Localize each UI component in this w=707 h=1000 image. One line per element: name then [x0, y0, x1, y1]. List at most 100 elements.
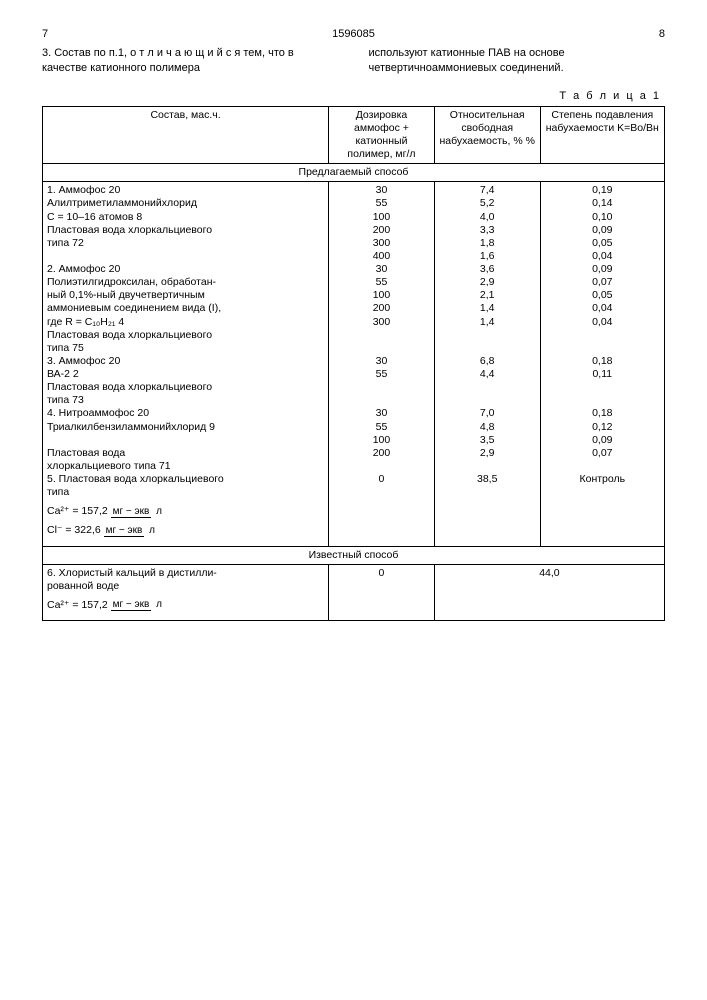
- fraction: мг − экв л: [111, 600, 164, 610]
- page-num-right: 8: [659, 28, 665, 40]
- comp-line: типа 75: [47, 342, 324, 355]
- num: 100: [333, 289, 430, 302]
- comp-line: где R = C₁₀H₂₁ 4: [47, 316, 324, 329]
- col-header-composition: Состав, мас.ч.: [43, 106, 329, 164]
- col-header-swelling: Относительная свободная набухаемость, % …: [434, 106, 540, 164]
- num: 100: [333, 211, 430, 224]
- formula-line: Ca²⁺ = 157,2 мг − экв л: [47, 599, 324, 612]
- ca-label: Ca²⁺ = 157,2: [47, 505, 108, 517]
- num: 4,8: [439, 421, 536, 434]
- num: 55: [333, 421, 430, 434]
- comp-line: хлоркальциевого типа 71: [47, 460, 324, 473]
- num: 0,04: [545, 250, 660, 263]
- num: 200: [333, 224, 430, 237]
- table-header-row: Состав, мас.ч. Дозировка аммофос + катио…: [43, 106, 665, 164]
- num: 4,4: [439, 368, 536, 381]
- comp-line: Пластовая вода: [47, 447, 324, 460]
- num: 3,3: [439, 224, 536, 237]
- table-label: Т а б л и ц а 1: [42, 90, 665, 102]
- num: 30: [333, 184, 430, 197]
- comp-line: Полиэтилгидроксилан, обработан-: [47, 276, 324, 289]
- num: 300: [333, 316, 430, 329]
- formula-line: Cl⁻ = 322,6 мг − экв л: [47, 524, 324, 537]
- dosage-cell: 30 55 100 200 300 400 30 55 100 200 300 …: [329, 182, 435, 546]
- frac-bot: л: [147, 525, 157, 536]
- num: 0,07: [545, 447, 660, 460]
- num: 3,5: [439, 434, 536, 447]
- num: 0: [333, 473, 430, 486]
- section-title-known: Известный способ: [43, 546, 665, 564]
- frac-top: мг − экв: [104, 525, 145, 537]
- num: 0,19: [545, 184, 660, 197]
- num: 7,4: [439, 184, 536, 197]
- comp-line: рованной воде: [47, 580, 324, 593]
- comp-line: Алилтриметиламмонийхлорид: [47, 197, 324, 210]
- comp-line: Триалкилбензиламмонийхлорид 9: [47, 421, 324, 434]
- num: 1,4: [439, 316, 536, 329]
- comp-line: ВА-2 2: [47, 368, 324, 381]
- num: 0,09: [545, 434, 660, 447]
- num: 2,9: [439, 447, 536, 460]
- num: 55: [333, 276, 430, 289]
- section-row-known: Известный способ: [43, 546, 665, 564]
- formula-line: Ca²⁺ = 157,2 мг − экв л: [47, 505, 324, 518]
- num: 0,05: [545, 237, 660, 250]
- num: 100: [333, 434, 430, 447]
- num: 7,0: [439, 407, 536, 420]
- comp-line: типа 72: [47, 237, 324, 250]
- frac-top: мг − экв: [111, 599, 152, 611]
- swelling-cell: 7,4 5,2 4,0 3,3 1,8 1,6 3,6 2,9 2,1 1,4 …: [434, 182, 540, 546]
- num: 200: [333, 302, 430, 315]
- page-num-left: 7: [42, 28, 48, 40]
- page-header: 7 1596085 8: [42, 28, 665, 40]
- comp-line: [47, 250, 324, 263]
- table-row-known: 6. Хлористый кальций в дистилли- рованно…: [43, 564, 665, 620]
- claim-right-col: используют катионные ПАВ на основе четве…: [369, 46, 666, 76]
- num: 0,18: [545, 407, 660, 420]
- num: 0,04: [545, 316, 660, 329]
- num: 30: [333, 263, 430, 276]
- num: 0,05: [545, 289, 660, 302]
- dosage-cell-known: 0: [329, 564, 435, 620]
- col-header-dosage: Дозировка аммофос + катионный полимер, м…: [329, 106, 435, 164]
- num: 55: [333, 197, 430, 210]
- suppression-cell: 0,19 0,14 0,10 0,09 0,05 0,04 0,09 0,07 …: [540, 182, 664, 546]
- claim-paragraph: 3. Состав по п.1, о т л и ч а ю щ и й с …: [42, 46, 665, 76]
- comp-line: 4. Нитроаммофос 20: [47, 407, 324, 420]
- patent-number: 1596085: [332, 28, 375, 40]
- cl-label: Cl⁻ = 322,6: [47, 524, 101, 536]
- num: 1,4: [439, 302, 536, 315]
- num: 0,12: [545, 421, 660, 434]
- section-row-proposed: Предлагаемый способ: [43, 164, 665, 182]
- num: 0,10: [545, 211, 660, 224]
- num: 38,5: [439, 473, 536, 486]
- num: 5,2: [439, 197, 536, 210]
- comp-line: 1. Аммофос 20: [47, 184, 324, 197]
- num: 4,0: [439, 211, 536, 224]
- comp-line: Пластовая вода хлоркальциевого: [47, 329, 324, 342]
- comp-line: Пластовая вода хлоркальциевого: [47, 381, 324, 394]
- table-body-row: 1. Аммофос 20 Алилтриметиламмонийхлорид …: [43, 182, 665, 546]
- comp-line: типа: [47, 486, 324, 499]
- comp-line: 2. Аммофос 20: [47, 263, 324, 276]
- num: 2,1: [439, 289, 536, 302]
- claim-left-col: 3. Состав по п.1, о т л и ч а ю щ и й с …: [42, 46, 339, 76]
- num: 0,18: [545, 355, 660, 368]
- comp-line: 3. Аммофос 20: [47, 355, 324, 368]
- comp-line: ный 0,1%-ный двучетвертичным: [47, 289, 324, 302]
- num: 0,07: [545, 276, 660, 289]
- section-title-proposed: Предлагаемый способ: [43, 164, 665, 182]
- num: 55: [333, 368, 430, 381]
- page: 7 1596085 8 3. Состав по п.1, о т л и ч …: [0, 0, 707, 1000]
- comp-line: 6. Хлористый кальций в дистилли-: [47, 567, 324, 580]
- num: 0: [333, 567, 430, 580]
- num: 0,11: [545, 368, 660, 381]
- comp-line: [47, 434, 324, 447]
- num: 1,6: [439, 250, 536, 263]
- fraction: мг − экв л: [111, 507, 164, 517]
- num: 0,09: [545, 224, 660, 237]
- data-table: Состав, мас.ч. Дозировка аммофос + катио…: [42, 106, 665, 621]
- num: 3,6: [439, 263, 536, 276]
- num: 44,0: [439, 567, 660, 580]
- swelling-cell-known: 44,0: [434, 564, 664, 620]
